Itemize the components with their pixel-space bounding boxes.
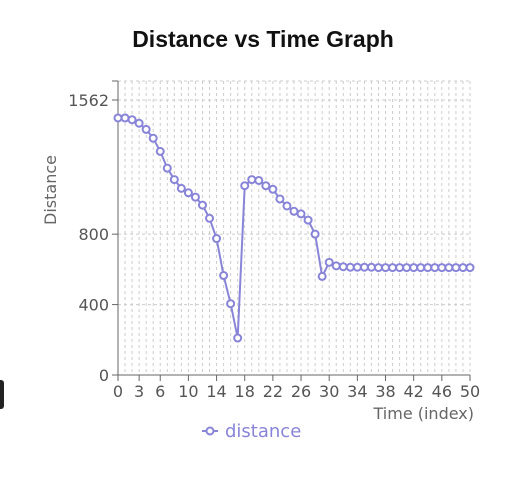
x-axis-label: Time (index) xyxy=(373,404,475,423)
data-point xyxy=(366,262,376,272)
x-tick-label: 6 xyxy=(155,382,165,401)
data-point xyxy=(113,113,123,123)
x-tick-label: 46 xyxy=(432,382,452,401)
data-point xyxy=(120,113,130,123)
data-point xyxy=(205,213,215,223)
y-tick-label: 1562 xyxy=(68,91,109,110)
data-point xyxy=(155,146,165,156)
x-tick-label: 10 xyxy=(178,382,198,401)
data-point xyxy=(352,262,362,272)
x-tick-label: 42 xyxy=(404,382,424,401)
data-point xyxy=(409,263,419,273)
data-point xyxy=(169,175,179,185)
data-point xyxy=(310,229,320,239)
chart-title: Distance vs Time Graph xyxy=(132,26,394,52)
x-tick-label: 22 xyxy=(263,382,283,401)
data-point xyxy=(268,184,278,194)
data-point xyxy=(275,194,285,204)
x-tick-label: 3 xyxy=(134,382,144,401)
x-tick-label: 18 xyxy=(235,382,255,401)
legend[interactable]: distance xyxy=(202,421,301,442)
data-point xyxy=(465,263,475,273)
data-point xyxy=(338,262,348,272)
data-point xyxy=(430,263,440,273)
data-point xyxy=(240,181,250,191)
data-point xyxy=(388,263,398,273)
data-point xyxy=(451,263,461,273)
x-tick-label: 50 xyxy=(460,382,480,401)
legend-marker-icon xyxy=(205,426,215,436)
series-distance xyxy=(113,113,475,343)
data-point xyxy=(261,181,271,191)
data-point xyxy=(162,163,172,173)
data-point xyxy=(247,175,257,185)
data-point xyxy=(148,133,158,143)
data-point xyxy=(331,261,341,271)
x-tick-label: 0 xyxy=(113,382,123,401)
data-point xyxy=(212,234,222,244)
data-point xyxy=(183,188,193,198)
data-point xyxy=(134,118,144,128)
data-point xyxy=(197,200,207,210)
data-point xyxy=(254,175,264,185)
data-point xyxy=(190,192,200,202)
data-point xyxy=(437,263,447,273)
x-tick-label: 38 xyxy=(375,382,395,401)
legend-label-distance: distance xyxy=(225,421,301,442)
axes xyxy=(112,80,471,381)
data-point xyxy=(381,263,391,273)
data-point xyxy=(395,263,405,273)
x-tick-label: 30 xyxy=(319,382,339,401)
data-point xyxy=(233,333,243,343)
x-tick-label: 34 xyxy=(347,382,367,401)
data-point xyxy=(359,262,369,272)
data-point xyxy=(444,263,454,273)
data-point xyxy=(127,115,137,125)
y-tick-label: 800 xyxy=(78,225,109,244)
data-point xyxy=(345,262,355,272)
data-point xyxy=(289,206,299,216)
data-point xyxy=(458,263,468,273)
y-tick-label: 400 xyxy=(78,296,109,315)
data-point xyxy=(296,209,306,219)
data-point xyxy=(416,263,426,273)
edge-scroll-handle xyxy=(0,380,4,409)
data-point xyxy=(226,299,236,309)
data-point xyxy=(402,263,412,273)
x-tick-label: 26 xyxy=(291,382,311,401)
data-point xyxy=(373,263,383,273)
grid-lines xyxy=(118,80,471,375)
data-point xyxy=(219,271,229,281)
data-point xyxy=(317,271,327,281)
data-point xyxy=(303,215,313,225)
y-axis-label: Distance xyxy=(41,155,60,225)
data-point xyxy=(423,263,433,273)
data-point xyxy=(282,201,292,211)
data-point xyxy=(141,124,151,134)
y-tick-label: 0 xyxy=(99,366,109,385)
x-tick-label: 14 xyxy=(206,382,226,401)
data-point xyxy=(176,183,186,193)
data-point xyxy=(324,257,334,267)
